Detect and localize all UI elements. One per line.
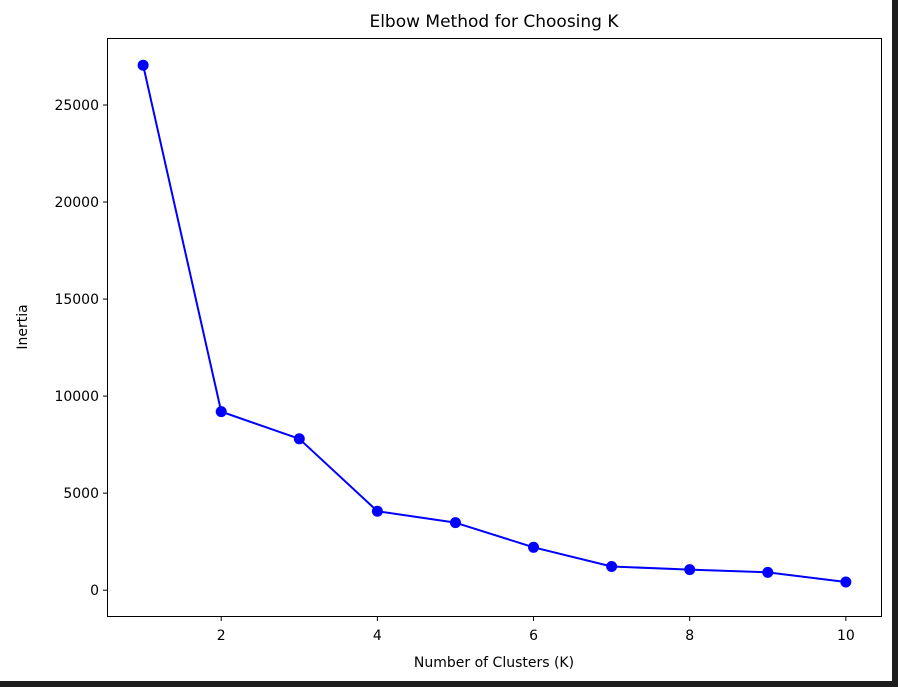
data-point: [606, 561, 618, 573]
plot-frame: [107, 38, 882, 617]
x-axis-label: Number of Clusters (K): [414, 655, 574, 671]
y-axis-label: Inertia: [15, 304, 31, 349]
data-point: [840, 576, 852, 588]
data-point: [137, 59, 149, 71]
chart-title: Elbow Method for Choosing K: [369, 12, 619, 32]
x-tick-label: 4: [373, 628, 382, 644]
y-tick-label: 15000: [54, 292, 99, 308]
data-point: [528, 541, 540, 553]
data-point: [684, 564, 696, 576]
y-tick-label: 25000: [54, 98, 99, 114]
y-tick-label: 10000: [54, 389, 99, 405]
data-point: [215, 406, 227, 418]
y-tick-label: 20000: [54, 195, 99, 211]
plot-area: [137, 59, 852, 588]
x-tick-label: 6: [529, 628, 538, 644]
y-tick-label: 5000: [63, 486, 99, 502]
x-tick-label: 2: [217, 628, 226, 644]
y-tick-label: 0: [90, 583, 99, 599]
data-point: [449, 517, 461, 529]
series-line: [142, 64, 846, 584]
x-tick-label: 10: [837, 628, 855, 644]
data-point: [762, 566, 774, 578]
data-point: [371, 505, 383, 517]
data-point: [293, 433, 305, 445]
x-tick-label: 8: [685, 628, 694, 644]
